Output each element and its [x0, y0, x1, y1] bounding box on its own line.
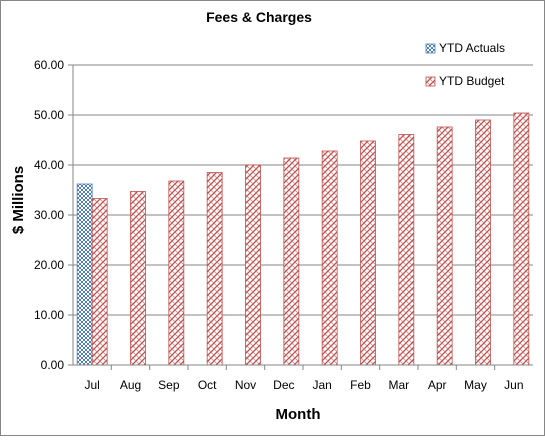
- y-axis-ticks: 0.00 10.00 20.00 30.00 40.00 50.00 60.00: [34, 58, 73, 372]
- x-tick-label: Mar: [388, 378, 409, 392]
- x-tick-label: Sep: [158, 378, 180, 392]
- y-tick-label: 0.00: [41, 358, 65, 372]
- x-tick-label: Dec: [273, 378, 294, 392]
- x-tick-label: Feb: [350, 378, 371, 392]
- bar-ytd-budget: [513, 112, 530, 366]
- y-tick-label: 50.00: [34, 108, 64, 122]
- x-tick-label: Jan: [312, 378, 331, 392]
- y-tick-label: 30.00: [34, 208, 64, 222]
- legend-swatch-actuals: [425, 43, 436, 54]
- legend-label-budget: YTD Budget: [439, 74, 505, 88]
- legend: YTD Actuals YTD Budget: [425, 41, 505, 88]
- bar-ytd-budget: [206, 172, 223, 366]
- bar-ytd-budget: [245, 164, 261, 366]
- bar-ytd-budget: [168, 180, 185, 366]
- chart-title: Fees & Charges: [206, 9, 312, 25]
- bar-ytd-budget: [360, 140, 376, 366]
- x-tick-label: Oct: [198, 378, 217, 392]
- y-tick-label: 10.00: [34, 308, 64, 322]
- legend-item-actuals: YTD Actuals: [425, 41, 505, 55]
- bar-ytd-budget: [398, 134, 415, 366]
- x-tick-label: May: [464, 378, 487, 392]
- gridlines: [73, 64, 533, 316]
- x-tick-label: Jul: [84, 378, 99, 392]
- legend-label-actuals: YTD Actuals: [439, 41, 505, 55]
- bars: [76, 112, 530, 366]
- y-tick-label: 40.00: [34, 158, 64, 172]
- bar-ytd-budget: [130, 191, 146, 366]
- y-axis-label: $ Millions: [10, 166, 27, 234]
- x-tick-label: Nov: [235, 378, 256, 392]
- y-tick-label: 20.00: [34, 258, 64, 272]
- bar-ytd-budget: [321, 150, 338, 366]
- bar-ytd-budget: [475, 119, 491, 366]
- x-tick-label: Apr: [428, 378, 447, 392]
- y-tick-label: 60.00: [34, 58, 64, 72]
- x-axis-label: Month: [276, 406, 321, 423]
- legend-item-budget: YTD Budget: [425, 74, 505, 88]
- legend-swatch-budget: [425, 76, 436, 87]
- bar-ytd-budget: [91, 198, 108, 366]
- x-tick-label: Jun: [504, 378, 523, 392]
- bar-ytd-budget: [283, 157, 300, 366]
- bar-ytd-budget: [436, 126, 453, 366]
- x-axis-ticks: Jul Aug Sep Oct Nov Dec Jan Feb Mar Apr May Jun: [84, 365, 524, 392]
- x-tick-label: Aug: [120, 378, 141, 392]
- bar-ytd-actuals: [76, 183, 93, 366]
